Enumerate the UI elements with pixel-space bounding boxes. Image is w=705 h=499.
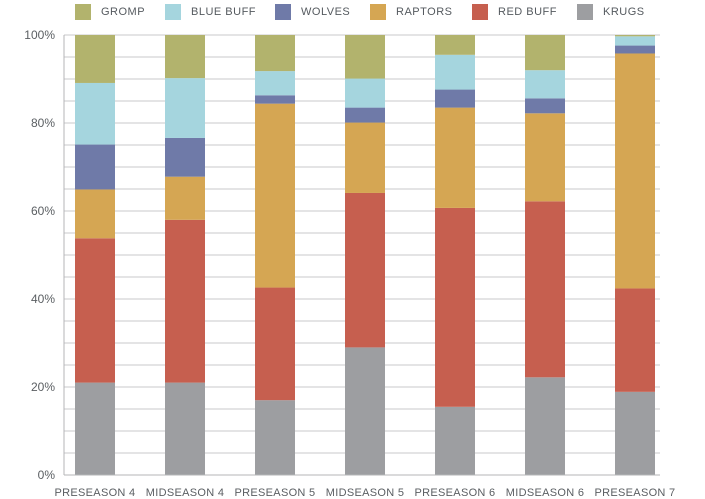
x-tick-label-midseason-4: MIDSEASON 4: [146, 487, 225, 499]
bar-preseason-4-wolves: [75, 144, 115, 190]
legend-label-blue-buff: BLUE BUFF: [191, 6, 257, 18]
bars: [75, 35, 655, 475]
bar-preseason-7-wolves: [615, 45, 655, 54]
x-tick-label-preseason-7: PRESEASON 7: [595, 487, 676, 499]
bar-midseason-5-krugs: [345, 347, 385, 475]
bar-preseason-6-gromp: [435, 35, 475, 55]
y-tick-label: 100%: [24, 28, 55, 42]
bar-preseason-5-red-buff: [255, 287, 295, 401]
bar-preseason-4-raptors: [75, 189, 115, 239]
bar-midseason-5-blue-buff: [345, 78, 385, 108]
bar-midseason-4-gromp: [165, 35, 205, 79]
legend-label-raptors: RAPTORS: [396, 6, 453, 18]
legend-swatch-gromp: [75, 4, 91, 20]
legend-swatch-raptors: [370, 4, 386, 20]
bar-preseason-7-krugs: [615, 391, 655, 475]
legend-label-krugs: KRUGS: [603, 6, 645, 18]
bar-midseason-4-blue-buff: [165, 78, 205, 138]
x-tick-label-midseason-5: MIDSEASON 5: [326, 487, 405, 499]
bar-midseason-4-krugs: [165, 382, 205, 475]
legend-item-wolves: WOLVES: [275, 4, 350, 20]
bar-midseason-6-red-buff: [525, 201, 565, 378]
y-tick-label: 20%: [31, 380, 55, 394]
legend-item-blue-buff: BLUE BUFF: [165, 4, 256, 20]
bar-preseason-6-blue-buff: [435, 54, 475, 90]
bar-midseason-6-gromp: [525, 35, 565, 71]
legend-swatch-blue-buff: [165, 4, 181, 20]
bar-preseason-5-blue-buff: [255, 71, 295, 96]
bar-midseason-5-wolves: [345, 107, 385, 123]
legend-item-raptors: RAPTORS: [370, 4, 452, 20]
bar-midseason-5-raptors: [345, 122, 385, 193]
bar-preseason-6-wolves: [435, 89, 475, 108]
legend-item-red-buff: RED BUFF: [472, 4, 557, 20]
y-tick-label: 40%: [31, 292, 55, 306]
bar-preseason-4-red-buff: [75, 238, 115, 383]
bar-midseason-6-krugs: [525, 377, 565, 475]
legend-swatch-wolves: [275, 4, 291, 20]
bar-preseason-4-gromp: [75, 35, 115, 83]
bar-preseason-6-raptors: [435, 107, 475, 208]
legend: GROMP BLUE BUFF WOLVES RAPTORS RED BUFF KRUGS: [0, 0, 705, 26]
bar-midseason-5-gromp: [345, 35, 385, 79]
x-tick-label-preseason-4: PRESEASON 4: [55, 487, 136, 499]
bar-preseason-7-red-buff: [615, 288, 655, 392]
x-tick-label-preseason-5: PRESEASON 5: [235, 487, 316, 499]
bar-preseason-7-blue-buff: [615, 36, 655, 46]
bar-preseason-5-gromp: [255, 35, 295, 72]
bar-midseason-4-wolves: [165, 137, 205, 177]
bar-midseason-4-red-buff: [165, 219, 205, 383]
legend-item-gromp: GROMP: [75, 4, 145, 20]
y-tick-label: 0%: [38, 468, 56, 482]
legend-label-gromp: GROMP: [101, 6, 146, 18]
bar-preseason-4-blue-buff: [75, 82, 115, 145]
legend-label-red-buff: RED BUFF: [498, 6, 557, 18]
bar-preseason-5-raptors: [255, 103, 295, 288]
bar-preseason-7-raptors: [615, 53, 655, 289]
bar-midseason-6-wolves: [525, 98, 565, 114]
y-tick-label: 60%: [31, 204, 55, 218]
bar-midseason-4-raptors: [165, 176, 205, 220]
x-tick-label-preseason-6: PRESEASON 6: [415, 487, 496, 499]
axes: 0% 20% 40% 60% 80% 100% PRESEASON 4 MIDSEASON 4…: [24, 28, 675, 499]
legend-label-wolves: WOLVES: [301, 6, 351, 18]
bar-preseason-5-krugs: [255, 400, 295, 475]
bar-preseason-4-krugs: [75, 382, 115, 475]
x-tick-label-midseason-6: MIDSEASON 6: [506, 487, 585, 499]
y-tick-label: 80%: [31, 116, 55, 130]
bar-preseason-7-gromp: [615, 35, 655, 37]
bar-preseason-6-krugs: [435, 406, 475, 475]
bar-preseason-5-wolves: [255, 95, 295, 104]
bar-midseason-5-red-buff: [345, 192, 385, 348]
bar-preseason-6-red-buff: [435, 207, 475, 407]
bar-midseason-6-blue-buff: [525, 70, 565, 99]
legend-swatch-krugs: [577, 4, 593, 20]
legend-swatch-red-buff: [472, 4, 488, 20]
bar-midseason-6-raptors: [525, 113, 565, 202]
legend-item-krugs: KRUGS: [577, 4, 645, 20]
